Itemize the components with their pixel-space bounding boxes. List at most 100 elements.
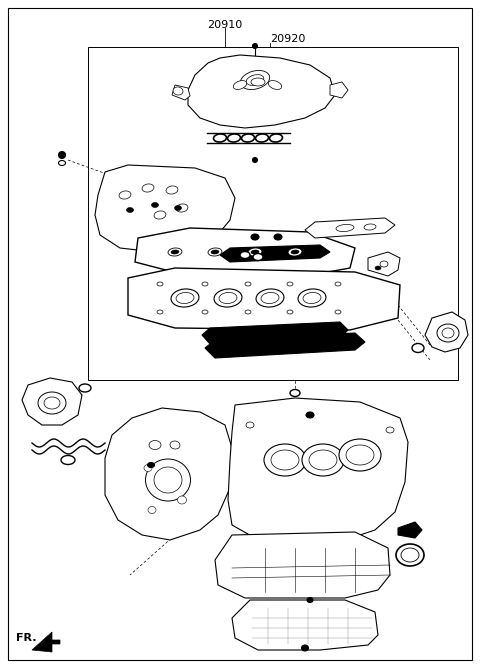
Ellipse shape (253, 254, 263, 260)
Ellipse shape (157, 310, 163, 314)
Ellipse shape (228, 134, 240, 142)
Ellipse shape (246, 75, 264, 86)
Text: FR.: FR. (16, 633, 36, 643)
Ellipse shape (44, 397, 60, 409)
Polygon shape (330, 82, 348, 98)
Ellipse shape (298, 289, 326, 307)
Ellipse shape (171, 289, 199, 307)
Ellipse shape (251, 250, 259, 254)
Ellipse shape (269, 134, 283, 142)
Ellipse shape (246, 422, 254, 428)
Ellipse shape (287, 282, 293, 286)
Polygon shape (128, 268, 400, 330)
Ellipse shape (335, 282, 341, 286)
Polygon shape (205, 333, 365, 358)
Polygon shape (172, 85, 190, 100)
Ellipse shape (288, 248, 302, 256)
Ellipse shape (302, 444, 344, 476)
Polygon shape (135, 228, 355, 278)
Ellipse shape (291, 250, 299, 254)
Ellipse shape (148, 506, 156, 514)
Ellipse shape (307, 597, 313, 603)
Ellipse shape (147, 462, 155, 468)
Ellipse shape (79, 384, 91, 392)
Ellipse shape (59, 151, 65, 159)
Ellipse shape (127, 207, 133, 213)
Polygon shape (32, 632, 60, 652)
Ellipse shape (245, 310, 251, 314)
Ellipse shape (380, 261, 388, 267)
Ellipse shape (412, 343, 424, 353)
Ellipse shape (274, 234, 282, 240)
Ellipse shape (261, 292, 279, 304)
Ellipse shape (309, 450, 337, 470)
Ellipse shape (170, 441, 180, 449)
Ellipse shape (290, 389, 300, 397)
Ellipse shape (119, 191, 131, 199)
Polygon shape (215, 532, 390, 598)
Ellipse shape (245, 282, 251, 286)
Ellipse shape (386, 427, 394, 433)
Ellipse shape (271, 450, 299, 470)
Ellipse shape (251, 78, 265, 86)
Text: 20910: 20910 (207, 20, 242, 30)
Ellipse shape (251, 234, 259, 240)
Ellipse shape (157, 282, 163, 286)
Ellipse shape (59, 161, 65, 165)
Ellipse shape (176, 292, 194, 304)
Ellipse shape (339, 439, 381, 471)
Ellipse shape (268, 80, 282, 90)
Bar (88, 47, 458, 380)
Ellipse shape (38, 392, 66, 414)
Ellipse shape (255, 134, 268, 142)
Ellipse shape (175, 205, 181, 211)
Polygon shape (228, 398, 408, 542)
Ellipse shape (144, 464, 152, 472)
Ellipse shape (233, 80, 247, 90)
Ellipse shape (145, 459, 191, 501)
Polygon shape (22, 378, 82, 425)
Ellipse shape (252, 43, 257, 48)
Ellipse shape (375, 266, 381, 270)
Ellipse shape (301, 645, 309, 651)
Ellipse shape (401, 548, 419, 562)
Ellipse shape (396, 544, 424, 566)
Ellipse shape (336, 224, 354, 231)
Ellipse shape (264, 444, 306, 476)
Ellipse shape (202, 282, 208, 286)
Ellipse shape (240, 252, 250, 258)
Ellipse shape (176, 204, 188, 212)
Polygon shape (368, 252, 400, 276)
Polygon shape (188, 55, 335, 128)
Ellipse shape (166, 186, 178, 194)
Text: 20920: 20920 (270, 34, 305, 44)
Ellipse shape (202, 310, 208, 314)
Ellipse shape (442, 328, 454, 338)
Polygon shape (202, 322, 348, 344)
Ellipse shape (178, 496, 187, 504)
Ellipse shape (287, 310, 293, 314)
Ellipse shape (208, 248, 222, 256)
Polygon shape (232, 600, 378, 650)
Ellipse shape (142, 184, 154, 192)
Ellipse shape (241, 134, 254, 142)
Ellipse shape (149, 440, 161, 450)
Polygon shape (95, 165, 235, 252)
Ellipse shape (346, 445, 374, 465)
Polygon shape (305, 218, 395, 238)
Ellipse shape (306, 412, 314, 418)
Ellipse shape (214, 289, 242, 307)
Ellipse shape (211, 250, 219, 254)
Ellipse shape (154, 211, 166, 219)
Polygon shape (220, 245, 330, 262)
Ellipse shape (171, 250, 179, 254)
Ellipse shape (240, 70, 270, 90)
Ellipse shape (152, 203, 158, 207)
Ellipse shape (252, 157, 257, 163)
Ellipse shape (437, 324, 459, 342)
Polygon shape (398, 522, 422, 538)
Ellipse shape (61, 456, 75, 464)
Ellipse shape (248, 248, 262, 256)
Ellipse shape (303, 292, 321, 304)
Ellipse shape (364, 224, 376, 230)
